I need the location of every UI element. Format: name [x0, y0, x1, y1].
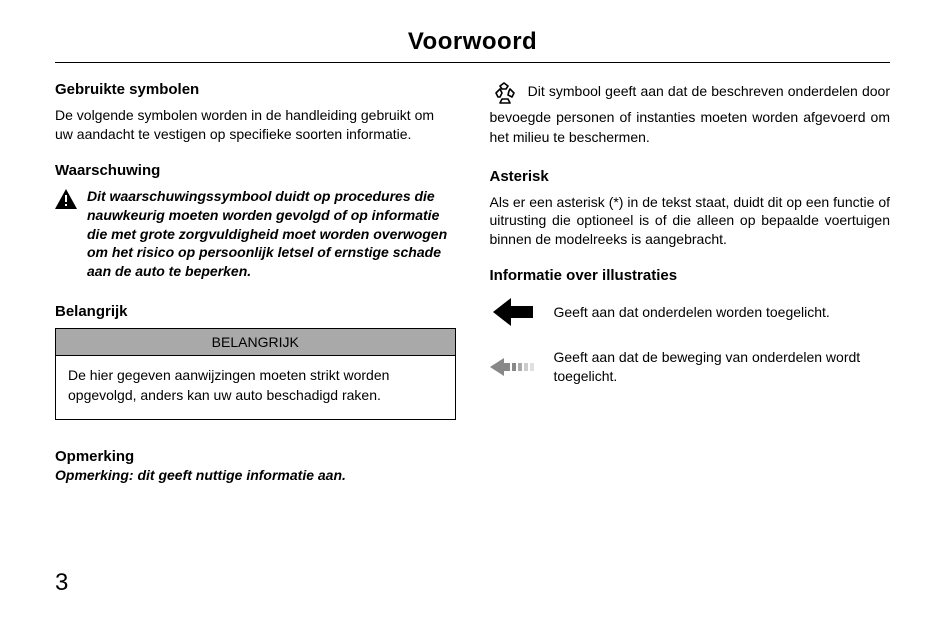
page-number: 3: [55, 569, 68, 597]
illus-heading: Informatie over illustraties: [490, 267, 891, 284]
right-column: Dit symbool geeft aan dat de beschreven …: [490, 81, 891, 483]
note-heading: Opmerking: [55, 448, 456, 465]
important-heading: Belangrijk: [55, 303, 456, 320]
left-column: Gebruikte symbolen De volgende symbolen …: [55, 81, 456, 483]
warning-text: Dit waarschuwingssymbool duidt op proced…: [87, 187, 456, 281]
trail-arrow-text: Geeft aan dat de beweging van onderdelen…: [554, 348, 891, 386]
warning-triangle-icon: [55, 189, 77, 214]
important-box-title: BELANGRIJK: [56, 329, 455, 356]
warning-heading: Waarschuwing: [55, 162, 456, 179]
important-box-text: De hier gegeven aanwijzingen moeten stri…: [56, 356, 455, 419]
asterisk-text: Als er een asterisk (*) in de tekst staa…: [490, 193, 891, 250]
trail-arrow-icon: [490, 356, 536, 378]
page-title: Voorwoord: [55, 28, 890, 63]
recycle-icon: [490, 81, 520, 107]
asterisk-heading: Asterisk: [490, 168, 891, 185]
solid-arrow-text: Geeft aan dat onderdelen worden toegelic…: [554, 303, 830, 322]
important-box: BELANGRIJK De hier gegeven aanwijzingen …: [55, 328, 456, 420]
note-text: Opmerking: dit geeft nuttige informatie …: [55, 467, 456, 483]
recycle-text: Dit symbool geeft aan dat de beschreven …: [490, 83, 891, 145]
symbols-text: De volgende symbolen worden in de handle…: [55, 106, 456, 144]
symbols-heading: Gebruikte symbolen: [55, 81, 456, 98]
solid-arrow-icon: [490, 298, 536, 326]
recycle-block: Dit symbool geeft aan dat de beschreven …: [490, 81, 891, 148]
